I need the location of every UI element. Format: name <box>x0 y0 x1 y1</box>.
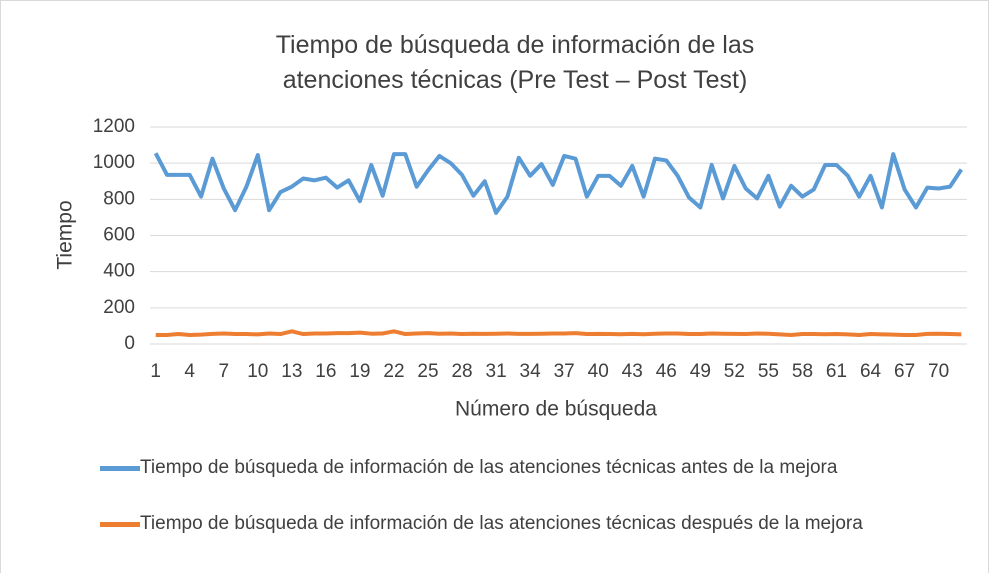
x-tick-label: 46 <box>656 361 677 382</box>
y-tick-label: 0 <box>124 333 135 354</box>
x-tick-label: 52 <box>724 361 745 382</box>
y-axis-label: Tiempo <box>54 200 77 269</box>
x-tick-label: 16 <box>315 361 336 382</box>
data-line <box>155 329 962 337</box>
legend-item: Tiempo de búsqueda de información de las… <box>100 456 960 479</box>
x-tick-label: 64 <box>860 361 882 382</box>
x-tick-label: 61 <box>826 361 847 382</box>
x-tick-label: 25 <box>417 361 438 382</box>
chart-title: Tiempo de búsqueda de información de las… <box>275 31 755 94</box>
x-tick-label: 58 <box>792 361 813 382</box>
y-tick-label: 400 <box>103 261 135 282</box>
x-tick-label: 67 <box>894 361 915 382</box>
x-tick-label: 19 <box>349 361 370 382</box>
y-tick-label: 600 <box>103 225 135 246</box>
y-tick-label: 800 <box>103 188 135 209</box>
x-axis-label: Número de búsqueda <box>455 398 657 421</box>
x-tick-label: 55 <box>758 361 779 382</box>
x-tick-label: 10 <box>247 361 268 382</box>
y-tick-label: 200 <box>103 297 135 318</box>
x-tick-label: 40 <box>588 361 609 382</box>
x-tick-label: 34 <box>520 361 542 382</box>
x-tick-label: 28 <box>451 361 472 382</box>
x-tick-label: 49 <box>690 361 711 382</box>
y-tick-label: 1000 <box>93 152 135 173</box>
legend-label: Tiempo de búsqueda de información de las… <box>140 513 863 534</box>
legend-swatch <box>100 466 140 471</box>
legend-swatch <box>100 522 140 527</box>
x-tick-label: 70 <box>928 361 949 382</box>
data-line <box>153 152 963 215</box>
x-tick-label: 37 <box>554 361 575 382</box>
legend-label: Tiempo de búsqueda de información de las… <box>140 457 838 478</box>
x-tick-label: 1 <box>150 361 161 382</box>
legend-item: Tiempo de búsqueda de información de las… <box>100 512 960 535</box>
x-tick-label: 43 <box>622 361 643 382</box>
x-tick-label: 22 <box>383 361 404 382</box>
y-tick-label: 1200 <box>93 116 135 137</box>
x-tick-label: 4 <box>184 361 195 382</box>
x-tick-label: 13 <box>281 361 302 382</box>
x-tick-label: 7 <box>218 361 229 382</box>
x-tick-label: 31 <box>486 361 507 382</box>
title-box: Tiempo de búsqueda de información de las… <box>275 31 755 94</box>
